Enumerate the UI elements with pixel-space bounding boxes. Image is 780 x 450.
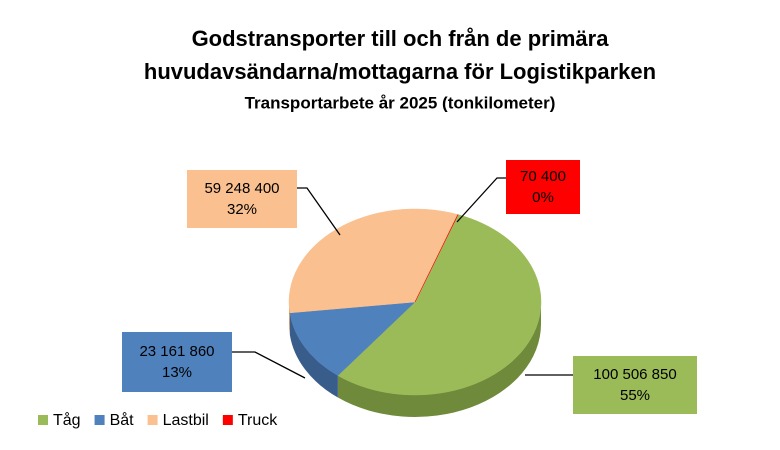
label-box bbox=[506, 160, 580, 214]
leader-line bbox=[232, 351, 306, 379]
chart-title: Godstransporter till och från de primära bbox=[192, 26, 610, 51]
legend-label: Båt bbox=[110, 411, 135, 429]
percent-label: 0% bbox=[532, 189, 554, 206]
slice bbox=[289, 301, 416, 376]
label-box bbox=[187, 170, 297, 228]
slice-side bbox=[289, 312, 338, 398]
value-label: 70 400 bbox=[520, 168, 566, 185]
percent-label: 32% bbox=[227, 201, 257, 218]
percent-label: 55% bbox=[620, 387, 650, 404]
legend-swatch bbox=[222, 415, 233, 425]
legend-label: Tåg bbox=[53, 411, 81, 429]
legend-swatch bbox=[38, 415, 48, 425]
legend-label: Lastbil bbox=[163, 412, 209, 429]
value-label: 59 248 400 bbox=[204, 180, 279, 197]
slice-side bbox=[289, 302, 290, 335]
percent-label: 13% bbox=[162, 364, 192, 381]
slice bbox=[414, 214, 459, 303]
legend-swatch bbox=[147, 415, 158, 425]
leader-line bbox=[456, 177, 506, 223]
slice bbox=[288, 208, 459, 314]
slice-side bbox=[337, 302, 541, 418]
chart-subtitle: Transportarbete år 2025 (tonkilometer) bbox=[245, 93, 556, 112]
label-box bbox=[573, 356, 697, 414]
legend-label: Truck bbox=[238, 412, 278, 429]
label-box bbox=[122, 332, 232, 392]
value-label: 23 161 860 bbox=[139, 343, 214, 360]
leader-line bbox=[297, 187, 341, 236]
value-label: 100 506 850 bbox=[593, 366, 676, 383]
chart-title: huvudavsändarna/mottagarna för Logistikp… bbox=[144, 59, 656, 84]
slice bbox=[337, 214, 542, 396]
legend-swatch bbox=[94, 415, 105, 425]
